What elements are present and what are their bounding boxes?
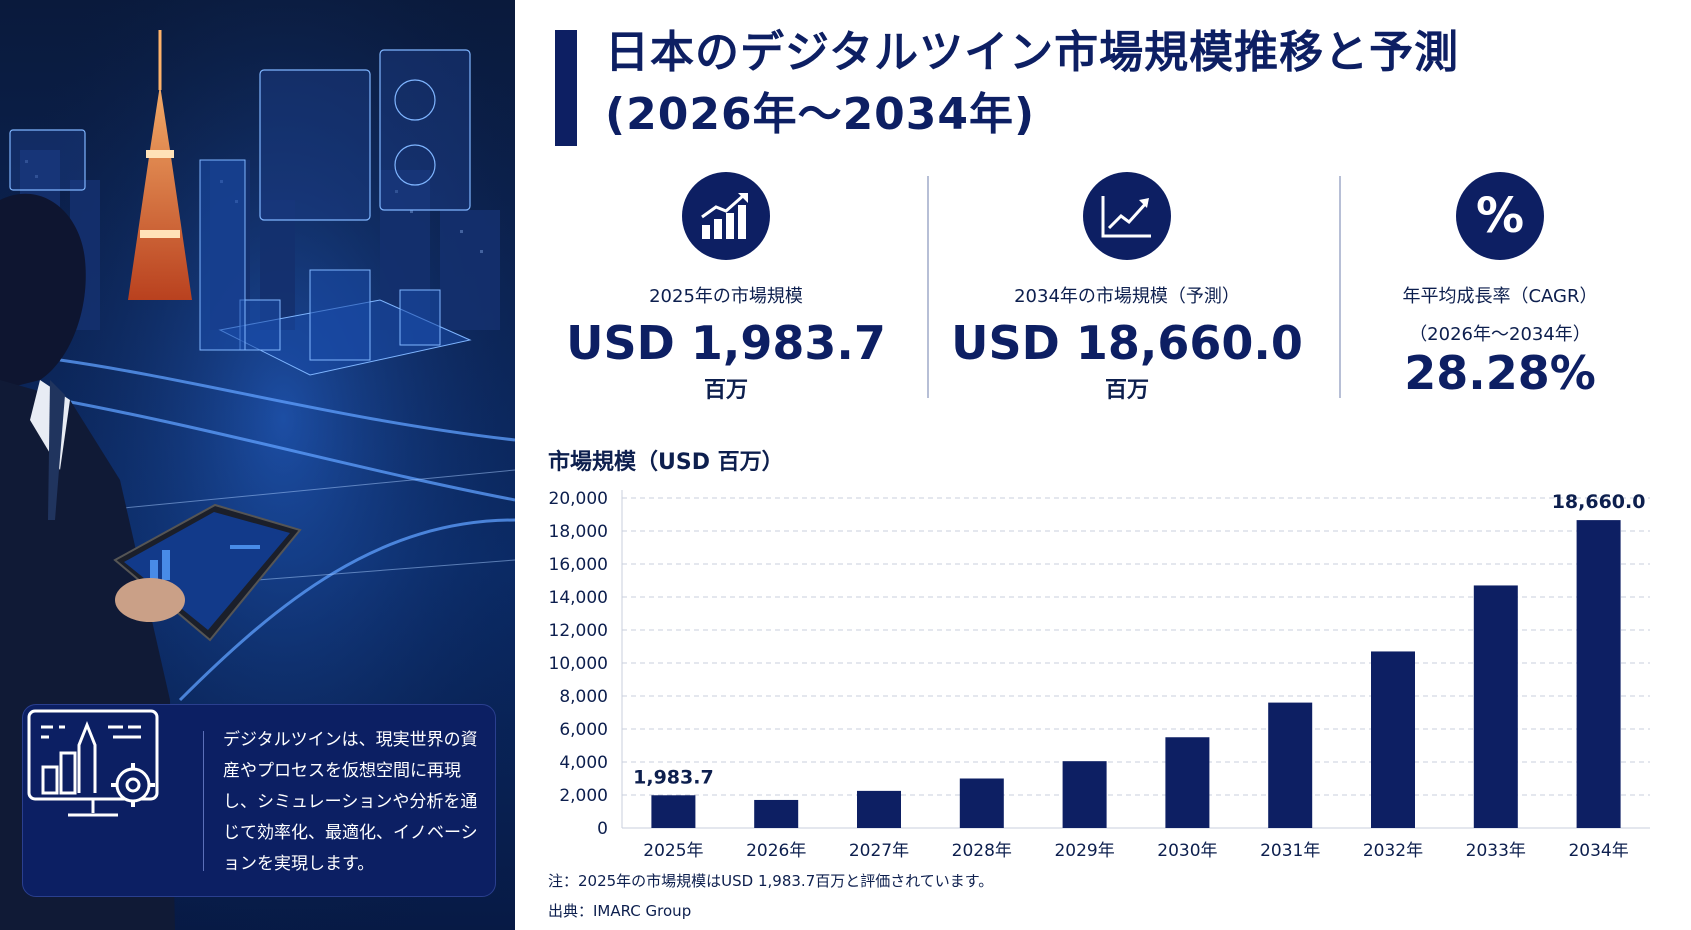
bar — [1268, 702, 1313, 828]
x-tick-label: 2025年 — [643, 841, 703, 861]
percent-symbol: % — [1475, 188, 1525, 244]
hero-image: デジタルツインは、現実世界の資産やプロセスを仮想空間に再現し、シミュレーションや… — [0, 0, 515, 930]
x-tick-label: 2034年 — [1568, 841, 1628, 861]
bar — [1062, 761, 1107, 828]
y-tick-label: 14,000 — [549, 588, 608, 608]
kpi-value: USD 1,983.7 — [566, 316, 886, 370]
kpi-value: USD 18,660.0 — [951, 316, 1303, 370]
kpi-unit: 百万 — [1104, 378, 1149, 403]
tablet-icon — [113, 503, 302, 642]
kpi-separator — [1339, 176, 1341, 398]
chart-source: 出典：IMARC Group — [548, 902, 692, 920]
info-divider — [203, 731, 204, 871]
bar — [1576, 520, 1621, 828]
data-label: 18,660.0 — [1552, 491, 1646, 513]
chart-heading: 市場規模（USD 百万） — [548, 450, 784, 475]
x-tick-label: 2028年 — [952, 841, 1012, 861]
bar — [857, 790, 901, 828]
bar — [754, 799, 799, 828]
y-tick-label: 0 — [597, 819, 608, 839]
y-tick-label: 8,000 — [559, 687, 608, 707]
kpi-separator — [927, 176, 929, 398]
y-tick-label: 12,000 — [549, 621, 608, 641]
kpi-value: 28.28% — [1404, 346, 1596, 400]
x-tick-label: 2029年 — [1054, 841, 1114, 861]
digital-twin-monitor-icon — [27, 709, 159, 817]
title-line-1: 日本のデジタルツイン市場規模推移と予測 — [605, 27, 1460, 78]
y-tick-label: 4,000 — [559, 753, 608, 773]
percent-icon: % — [1456, 172, 1544, 260]
y-tick-label: 18,000 — [549, 522, 608, 542]
kpi-2025-market-size: 2025年の市場規模 USD 1,983.7 百万 — [526, 172, 926, 404]
tower-icon — [128, 30, 192, 300]
market-size-bar-chart: 0 2,000 4,000 6,000 8,000 10,000 12,000 14,000 1… — [549, 489, 1650, 861]
bar — [1165, 737, 1210, 828]
kpi-sublabel: （2026年～2034年） — [1409, 324, 1591, 345]
kpi-label: 2034年の市場規模（予測） — [1014, 286, 1240, 307]
kpi-label: 年平均成長率（CAGR） — [1402, 286, 1598, 307]
page-title: 日本のデジタルツイン市場規模推移と予測 (2026年～2034年) — [605, 22, 1459, 146]
kpi-unit: 百万 — [703, 378, 748, 403]
y-tick-label: 20,000 — [549, 489, 608, 509]
bar — [1473, 585, 1518, 828]
info-description: デジタルツインは、現実世界の資産やプロセスを仮想空間に再現し、シミュレーションや… — [223, 730, 478, 874]
title-line-2: (2026年～2034年) — [605, 89, 1036, 140]
kpi-2034-market-size: 2034年の市場規模（予測） USD 18,660.0 百万 — [927, 172, 1327, 404]
y-tick-label: 2,000 — [559, 786, 608, 806]
x-tick-label: 2026年 — [746, 841, 806, 861]
chart-note: 注：2025年の市場規模はUSD 1,983.7百万と評価されています。 — [548, 872, 994, 890]
x-tick-label: 2031年 — [1260, 841, 1320, 861]
y-tick-label: 10,000 — [549, 654, 608, 674]
kpi-label: 2025年の市場規模 — [649, 286, 803, 307]
title-accent-bar — [555, 30, 577, 146]
bar-chart-up-icon — [682, 172, 770, 260]
x-tick-label: 2027年 — [849, 841, 909, 861]
line-chart-up-icon — [1083, 172, 1171, 260]
data-label: 1,983.7 — [633, 766, 714, 788]
bar — [959, 778, 1004, 828]
y-tick-label: 6,000 — [559, 720, 608, 740]
kpi-cagr: % 年平均成長率（CAGR） （2026年～2034年） 28.28% — [1300, 172, 1691, 400]
y-tick-label: 16,000 — [549, 555, 608, 575]
info-box: デジタルツインは、現実世界の資産やプロセスを仮想空間に再現し、シミュレーションや… — [22, 704, 496, 897]
x-tick-label: 2030年 — [1157, 841, 1217, 861]
x-tick-label: 2033年 — [1466, 841, 1526, 861]
bar — [651, 795, 696, 828]
x-tick-label: 2032年 — [1363, 841, 1423, 861]
bar — [1371, 651, 1415, 828]
